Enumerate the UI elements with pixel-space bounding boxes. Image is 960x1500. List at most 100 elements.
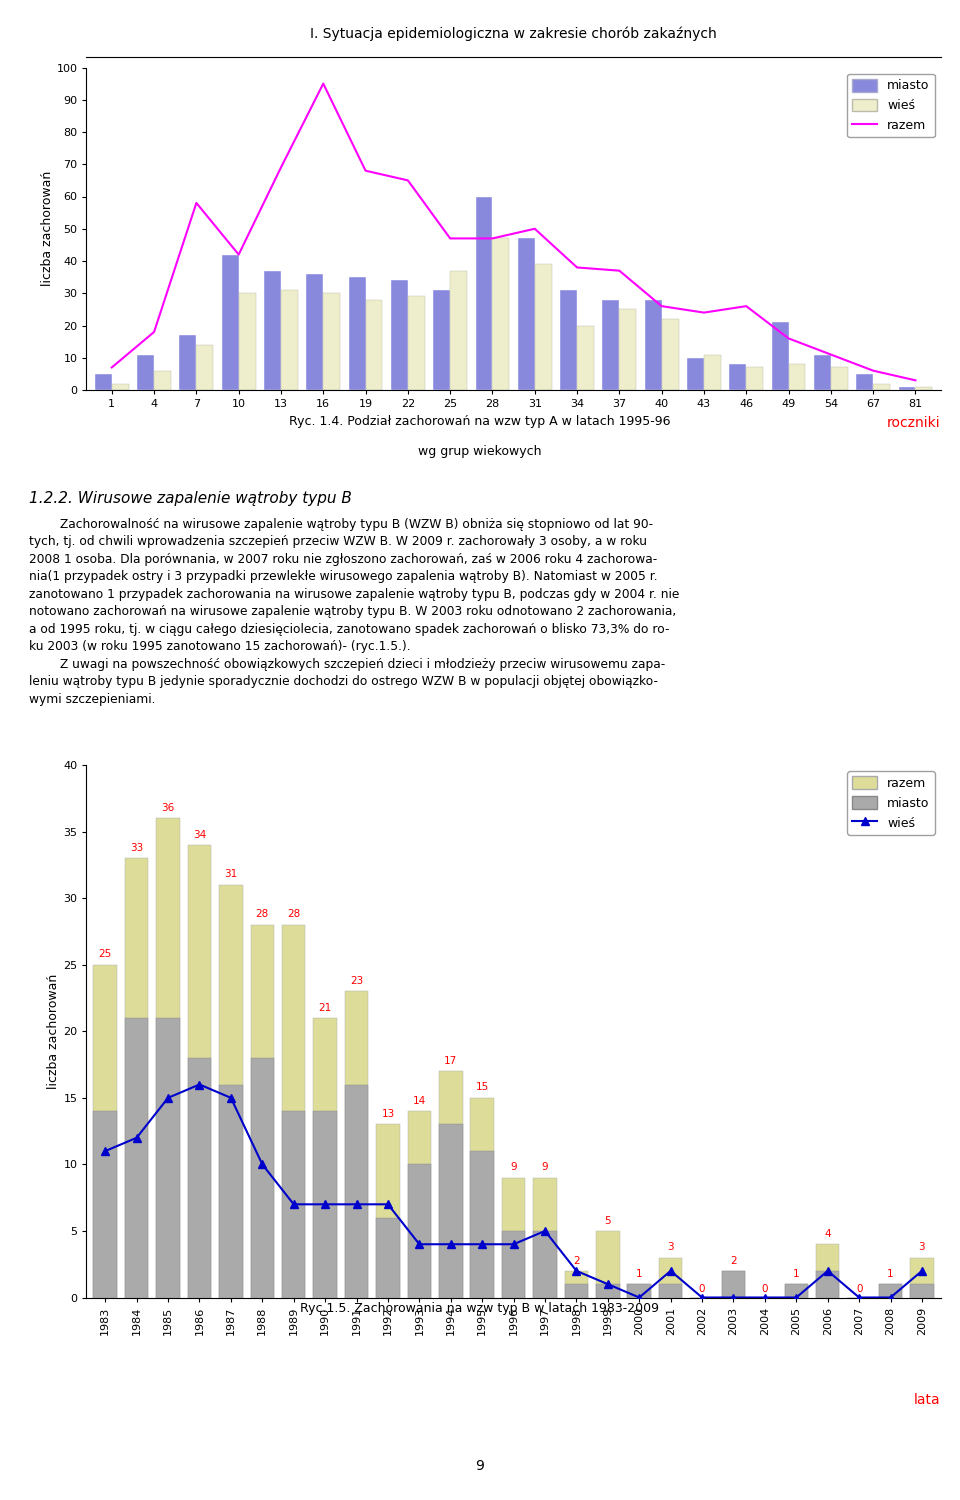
Bar: [746, 368, 763, 390]
wieś: [382, 1196, 394, 1214]
Text: 4: 4: [825, 1228, 831, 1239]
Bar: [535, 264, 552, 390]
Bar: [391, 280, 408, 390]
Bar: [816, 1270, 839, 1298]
Bar: [788, 364, 805, 390]
Bar: [251, 1058, 275, 1298]
Y-axis label: liczba zachorowań: liczba zachorowań: [47, 974, 60, 1089]
razem: [613, 261, 625, 279]
Text: lata: lata: [914, 1394, 941, 1407]
razem: [360, 162, 372, 180]
Bar: [313, 1112, 337, 1298]
Text: wg grup wiekowych: wg grup wiekowych: [419, 446, 541, 458]
Bar: [502, 1232, 525, 1298]
Bar: [596, 1232, 619, 1298]
Bar: [125, 1019, 149, 1298]
Bar: [492, 238, 510, 390]
Bar: [645, 300, 661, 390]
Text: 2: 2: [731, 1256, 736, 1266]
Bar: [125, 858, 149, 1298]
Text: 21: 21: [319, 1002, 332, 1013]
wieś: [162, 1089, 174, 1107]
Bar: [154, 370, 171, 390]
Text: 28: 28: [255, 909, 269, 920]
Bar: [156, 1019, 180, 1298]
wieś: [665, 1262, 677, 1280]
Text: 34: 34: [193, 830, 206, 840]
Bar: [619, 309, 636, 390]
wieś: [256, 1155, 268, 1173]
Text: 1.2.2. Wirusowe zapalenie wątroby typu B: 1.2.2. Wirusowe zapalenie wątroby typu B: [29, 492, 351, 507]
razem: [233, 246, 245, 264]
razem: [825, 345, 836, 363]
wieś: [194, 1076, 205, 1094]
Bar: [251, 926, 275, 1298]
Text: 0: 0: [856, 1284, 862, 1293]
Bar: [93, 964, 117, 1298]
Bar: [628, 1284, 651, 1298]
Bar: [687, 358, 704, 390]
wieś: [602, 1275, 613, 1293]
Bar: [439, 1071, 463, 1298]
Bar: [345, 1084, 369, 1298]
Bar: [180, 334, 197, 390]
Bar: [603, 300, 619, 390]
wieś: [728, 1288, 739, 1306]
razem: [529, 220, 540, 238]
Bar: [899, 387, 916, 390]
Y-axis label: liczba zachorowań: liczba zachorowań: [40, 171, 54, 286]
Bar: [916, 387, 932, 390]
wieś: [696, 1288, 708, 1306]
Text: 1: 1: [887, 1269, 894, 1280]
razem: [910, 372, 922, 390]
Text: 5: 5: [605, 1215, 612, 1225]
Line: razem: razem: [111, 84, 916, 381]
wieś: [508, 1236, 519, 1254]
Bar: [450, 270, 468, 390]
Bar: [704, 354, 721, 390]
razem: [276, 159, 287, 177]
Text: 28: 28: [287, 909, 300, 920]
razem: [656, 297, 667, 315]
Bar: [577, 326, 594, 390]
wieś: [916, 1262, 927, 1280]
Bar: [856, 374, 874, 390]
razem: [868, 362, 879, 380]
Bar: [730, 364, 746, 390]
razem: [740, 297, 752, 315]
Bar: [376, 1125, 399, 1298]
razem: [782, 330, 794, 348]
Text: 9: 9: [475, 1460, 485, 1473]
Bar: [408, 1164, 431, 1298]
Bar: [878, 1284, 902, 1298]
Bar: [345, 992, 369, 1298]
Bar: [910, 1284, 934, 1298]
Text: 15: 15: [475, 1083, 489, 1092]
Bar: [470, 1098, 494, 1298]
Text: 13: 13: [381, 1108, 395, 1119]
Text: 1: 1: [636, 1269, 642, 1280]
Legend: razem, miasto, wieś: razem, miasto, wieś: [847, 771, 934, 834]
Text: 25: 25: [99, 950, 112, 960]
wieś: [226, 1089, 237, 1107]
wieś: [288, 1196, 300, 1214]
razem: [106, 358, 117, 376]
Bar: [722, 1270, 745, 1298]
Bar: [564, 1270, 588, 1298]
Text: 36: 36: [161, 802, 175, 813]
razem: [148, 322, 159, 340]
wieś: [131, 1130, 142, 1148]
Text: 14: 14: [413, 1096, 426, 1106]
razem: [487, 230, 498, 248]
Bar: [533, 1232, 557, 1298]
Bar: [564, 1284, 588, 1298]
Bar: [470, 1150, 494, 1298]
Bar: [188, 844, 211, 1298]
Bar: [281, 290, 298, 390]
razem: [698, 303, 709, 321]
Bar: [408, 297, 424, 390]
wieś: [822, 1262, 833, 1280]
Text: 9: 9: [511, 1162, 516, 1173]
Text: roczniki: roczniki: [887, 416, 941, 430]
Bar: [264, 270, 281, 390]
